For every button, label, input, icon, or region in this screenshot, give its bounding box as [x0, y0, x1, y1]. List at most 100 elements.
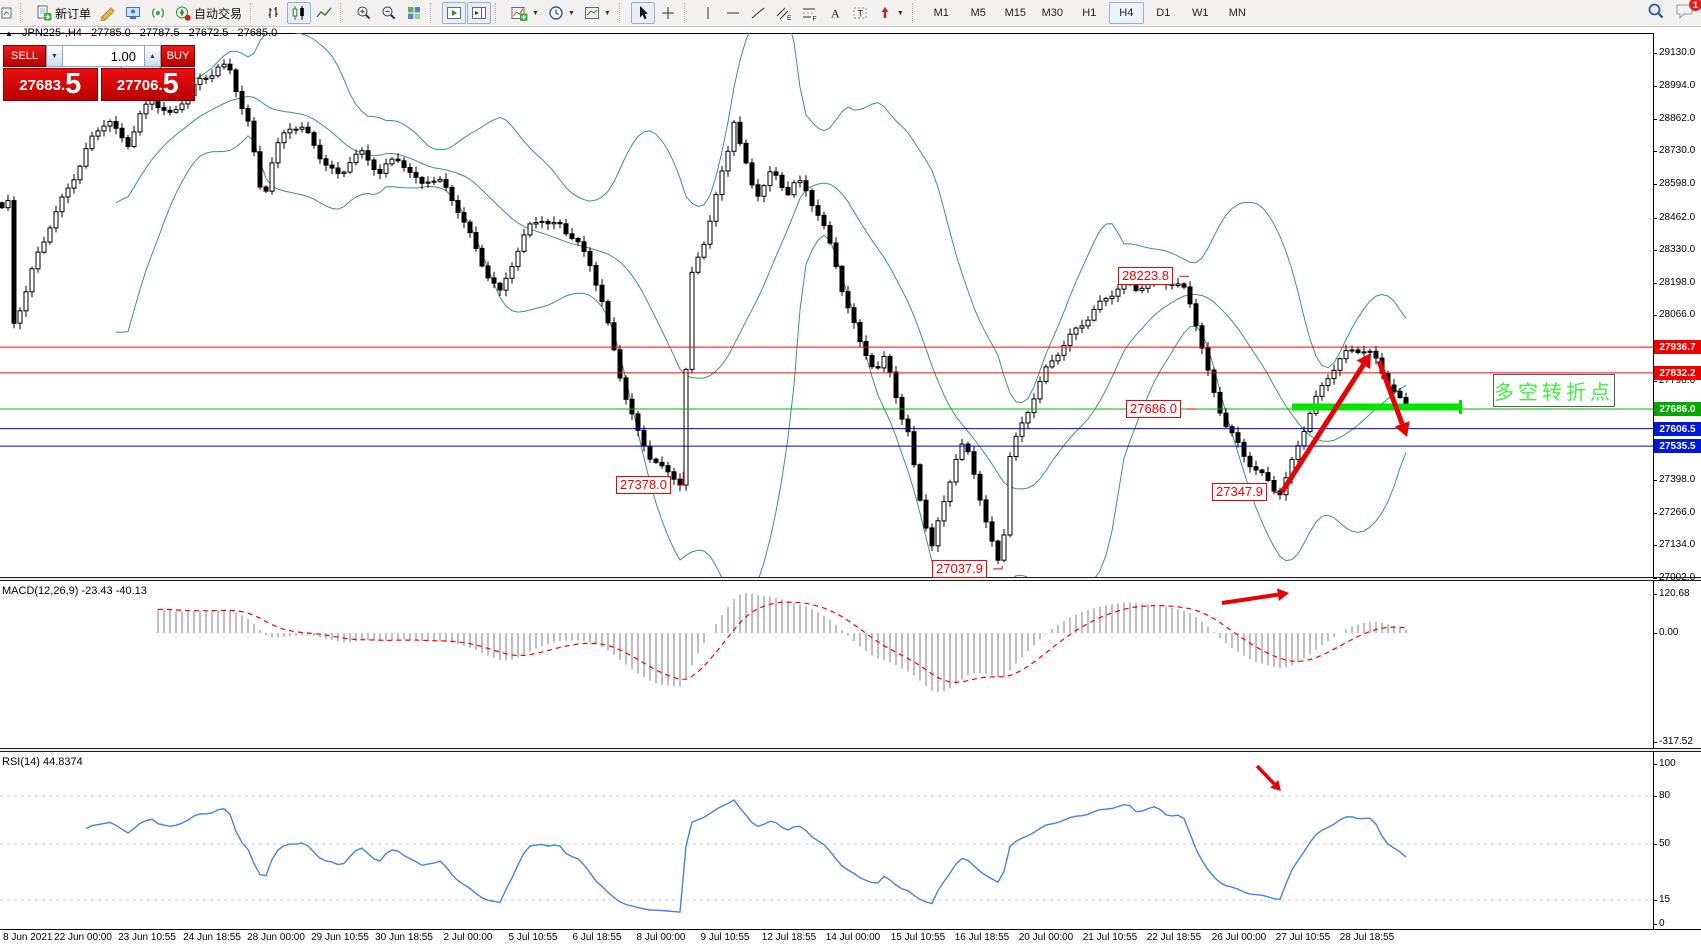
autotrading-button[interactable]: 自动交易	[171, 2, 246, 24]
main-price-chart[interactable]	[0, 33, 1653, 578]
annotation-arrow[interactable]	[1221, 592, 1279, 605]
price-axis-tick	[1653, 513, 1657, 514]
bar-chart-mode-button[interactable]	[262, 2, 286, 24]
trendline-tool-button[interactable]	[746, 2, 770, 24]
time-axis[interactable]: 8 Jun 2021 22 Jun 00:00 23 Jun 10:55 24 Jun…	[0, 931, 1701, 947]
chat-notification-badge: 1	[1689, 0, 1701, 11]
annotation-arrow-head[interactable]	[1356, 353, 1371, 370]
crosshair-tool-button[interactable]	[656, 2, 680, 24]
time-axis-label: 9 Jul 10:55	[700, 932, 750, 943]
price-axis-tick-label: 28862.0	[1659, 113, 1696, 124]
cropped-window-icon[interactable]	[0, 2, 16, 24]
price-axis-tick	[1653, 151, 1657, 152]
annotation-arrow[interactable]	[1279, 363, 1366, 494]
rsi-scale-label: 50	[1659, 838, 1671, 849]
annotation-arrow-head[interactable]	[1270, 780, 1281, 791]
rsi-scale-tick	[1653, 844, 1657, 845]
price-axis-tick	[1653, 315, 1657, 316]
toolbar-separator	[430, 3, 438, 23]
text-tool-button[interactable]: A	[823, 2, 847, 24]
price-line-badge: 27832.2	[1654, 366, 1701, 380]
vertical-line-tool-button[interactable]	[696, 2, 720, 24]
periods-dropdown-caret[interactable]: ▼	[567, 9, 575, 17]
rsi-panel-chart[interactable]	[0, 752, 1653, 929]
ask-price-display[interactable]: 27706. 5	[100, 68, 195, 101]
templates-button[interactable]: ▼	[580, 2, 615, 24]
price-axis-tick-label: 27002.0	[1659, 572, 1696, 583]
timeframe-button-h1[interactable]: H1	[1082, 7, 1097, 19]
support-highlight-bar[interactable]	[1292, 403, 1462, 411]
candlestick-mode-button[interactable]	[287, 2, 312, 24]
price-axis-line[interactable]	[1653, 33, 1654, 929]
price-annotation-label[interactable]: 28223.8	[1118, 267, 1173, 285]
fibonacci-tool-button[interactable]: F	[797, 2, 822, 24]
panel-collapse-arrow[interactable]: ▲	[5, 29, 13, 38]
annotation-arrow[interactable]	[1255, 764, 1276, 786]
price-axis-tick	[1653, 480, 1657, 481]
price-axis-tick	[1653, 283, 1657, 284]
timeframe-button-m15[interactable]: M15	[1004, 7, 1026, 19]
text-label-tool-button[interactable]: T	[848, 2, 872, 24]
annotation-arrow-head[interactable]	[1394, 421, 1410, 437]
indicators-button[interactable]: ▼	[507, 2, 543, 24]
macd-scale-label: -317.52	[1659, 736, 1693, 747]
price-annotation-label[interactable]: 27378.0	[616, 476, 671, 494]
bid-price-display[interactable]: 27683. 5	[3, 68, 98, 101]
cursor-tool-button[interactable]	[630, 2, 655, 24]
styler-crayon-icon[interactable]	[96, 2, 120, 24]
price-annotation-label[interactable]: 27037.9	[932, 560, 987, 578]
chat-icon[interactable]: 1	[1675, 0, 1701, 25]
arrows-dropdown-caret[interactable]: ▼	[896, 9, 904, 17]
main-macd-splitter[interactable]	[0, 577, 1701, 581]
chart-bottom-border	[0, 929, 1701, 930]
timeframe-button-m1[interactable]: M1	[933, 7, 949, 19]
price-line-badge: 27686.0	[1654, 402, 1701, 416]
symbol-info-line: ▲ JPN225-,H4 27785.0 27787.5 27672.5 276…	[5, 27, 283, 39]
signal-broadcast-icon[interactable]	[146, 2, 170, 24]
macd-panel-chart[interactable]	[0, 581, 1653, 749]
sell-button[interactable]: SELL	[3, 45, 46, 67]
annotation-arrow-head[interactable]	[1276, 588, 1289, 601]
search-icon[interactable]	[1647, 2, 1665, 25]
macd-scale-label: 0.00	[1659, 627, 1679, 638]
timeframe-button-mn[interactable]: MN	[1228, 7, 1246, 19]
toolbar-separator	[495, 3, 503, 23]
price-axis-tick-label: 27266.0	[1659, 507, 1696, 518]
horizontal-line-tool-button[interactable]	[721, 2, 745, 24]
timeframe-button-w1[interactable]: W1	[1192, 7, 1209, 19]
svg-text:E: E	[787, 15, 792, 21]
zoom-out-button[interactable]	[377, 2, 401, 24]
zoom-in-button[interactable]	[352, 2, 376, 24]
macd-rsi-splitter[interactable]	[0, 748, 1701, 752]
line-chart-mode-button[interactable]	[312, 2, 336, 24]
annotation-arrow[interactable]	[1376, 360, 1405, 425]
price-axis-tick-label: 28462.0	[1659, 212, 1696, 223]
volume-decrease-button[interactable]: ▼	[46, 45, 63, 67]
time-axis-label: 27 Jul 10:55	[1275, 932, 1331, 943]
price-annotation-label[interactable]: 27686.0	[1126, 400, 1181, 418]
tile-windows-button[interactable]	[402, 2, 426, 24]
equidistant-channel-tool-button[interactable]: E	[771, 2, 796, 24]
timeframe-button-h4[interactable]: H4	[1108, 2, 1144, 24]
auto-scroll-button[interactable]	[442, 2, 467, 24]
timeframe-button-d1[interactable]: D1	[1156, 7, 1171, 19]
ohlc-low: 27672.5	[188, 27, 229, 39]
arrows-tool-button[interactable]: ▼	[873, 2, 908, 24]
time-axis-label: 23 Jun 10:55	[118, 932, 176, 943]
buy-button[interactable]: BUY	[161, 45, 195, 67]
timeframe-button-m30[interactable]: M30	[1041, 7, 1063, 19]
timeframe-button-m5[interactable]: M5	[970, 7, 986, 19]
community-icon[interactable]	[121, 2, 145, 24]
macd-scale-tick	[1653, 633, 1657, 634]
price-annotation-label[interactable]: 27347.9	[1212, 483, 1267, 501]
rsi-scale-tick	[1653, 900, 1657, 901]
volume-increase-button[interactable]: ▲	[144, 45, 161, 67]
new-order-button[interactable]: 新订单	[32, 2, 95, 24]
chart-shift-button[interactable]	[467, 2, 492, 24]
templates-dropdown-caret[interactable]: ▼	[603, 9, 611, 17]
turning-point-note[interactable]: 多空转折点	[1493, 374, 1615, 407]
new-order-label: 新订单	[55, 6, 92, 21]
periods-button[interactable]: ▼	[544, 2, 579, 24]
indicators-dropdown-caret[interactable]: ▼	[532, 9, 539, 17]
volume-input[interactable]: 1.00	[63, 45, 144, 67]
